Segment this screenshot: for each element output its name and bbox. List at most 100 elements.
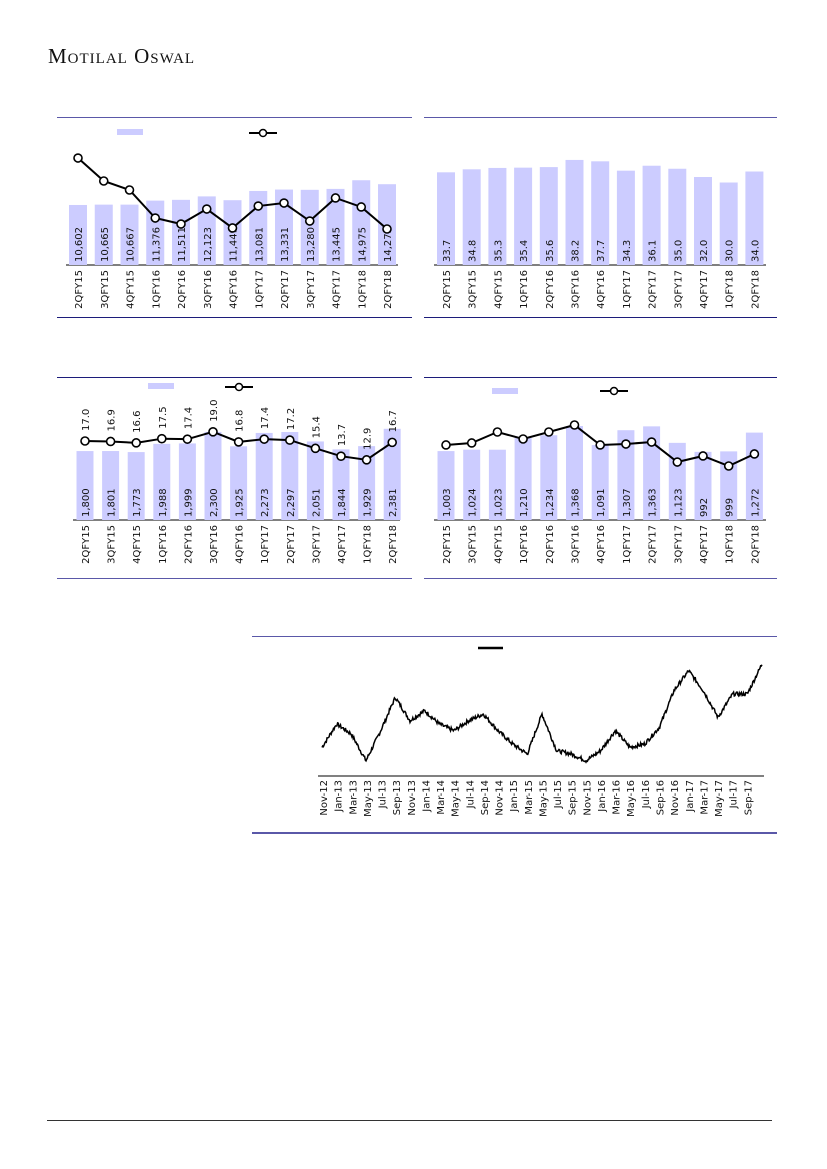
chart2-x-tick: 1QFY18: [725, 270, 736, 309]
chart4-x-tick: 1QFY17: [622, 525, 633, 564]
chart1-bar: [326, 188, 345, 265]
chart2-x-tick: 2QFY16: [545, 270, 556, 309]
chart5-x-tick: Jul-13: [378, 780, 389, 809]
chart4-bar: [643, 426, 661, 520]
chart4-x-tick: 1QFY16: [519, 525, 530, 564]
chart4-bar-label: 999: [725, 498, 736, 517]
chart5-x-tick: Jan-17: [685, 780, 696, 813]
chart5-x-tick: May-14: [451, 780, 462, 817]
chart1-bar: [172, 199, 190, 265]
chart2-bar: [616, 170, 635, 265]
chart4-bar-label: 992: [699, 498, 710, 517]
chart2-bar: [565, 159, 584, 265]
chart1-line-point: [124, 185, 135, 195]
chart4-legend-bar-swatch: [492, 388, 518, 394]
chart2-bar-label: 33.7: [442, 240, 453, 262]
chart4-x-tick: 3QFY17: [673, 525, 684, 564]
chart3-bar: [102, 451, 120, 520]
chart3-line-point: [284, 435, 295, 445]
chart4-bar-label: 1,272: [750, 488, 761, 517]
chart4-line-point: [621, 439, 631, 449]
chart1-bar-label: 13,081: [254, 227, 265, 262]
chart3-line-point: [105, 436, 116, 447]
chart1-x-tick: 1QFY17: [254, 270, 265, 309]
chart2-bottom-rule: [424, 317, 777, 318]
chart2-x-tick: 2QFY15: [442, 270, 453, 309]
chart3-bar-label: 1,925: [235, 488, 246, 517]
chart1-bar: [300, 189, 319, 265]
chart3-line-label: 17.4: [183, 407, 194, 429]
chart4-x-tick: 2QFY17: [648, 525, 659, 564]
chart5-x-tick: Sep-15: [568, 780, 579, 815]
chart3-bar: [230, 446, 248, 520]
chart3-bar: [281, 432, 299, 520]
chart3-line-label: 16.9: [107, 409, 118, 431]
chart2-x-tick: 4QFY16: [596, 270, 607, 309]
chart1-legend-bar-swatch: [117, 129, 143, 135]
chart2-bar-label: 35.3: [493, 240, 504, 262]
chart2-bar: [719, 182, 738, 265]
chart3-x-tick: 4QFY17: [337, 525, 348, 564]
chart2-bar-label: 35.0: [673, 240, 684, 262]
chart4-bar-label: 1,023: [493, 488, 504, 517]
chart1-bar-label: 10,667: [126, 227, 137, 262]
chart1-bar-label: 14,275: [383, 227, 394, 262]
chart2-bar: [488, 167, 507, 265]
chart3-line-point: [157, 433, 167, 444]
chart5-x-tick: Mar-13: [348, 780, 359, 815]
chart1-x-tick: 3QFY15: [100, 270, 111, 309]
chart5-x-tick: May-16: [626, 780, 637, 817]
chart4-bar: [591, 445, 609, 520]
chart2-bar: [591, 161, 610, 265]
chart4-legend-marker: [609, 386, 619, 396]
chart1-line-point: [304, 216, 315, 226]
chart5-x-tick: Mar-17: [699, 780, 710, 815]
chart2-bar-label: 34.3: [622, 240, 633, 262]
chart4-bottom-rule: [424, 578, 777, 579]
chart5-x-tick: Jul-14: [465, 780, 476, 809]
chart5-price-line: [321, 664, 763, 764]
chart1-x-tick: 1QFY16: [151, 270, 162, 309]
chart3-legend-marker: [234, 382, 244, 392]
chart1-line-point: [98, 176, 109, 186]
chart1-bar-label: 10,602: [74, 227, 85, 262]
chart1-bar-label: 12,123: [203, 227, 214, 262]
chart3-x-tick: 4QFY15: [132, 525, 143, 564]
chart1-line-point: [201, 204, 212, 214]
chart3-x-tick: 4QFY16: [235, 525, 246, 564]
chart3-x-tick: 2QFY17: [286, 525, 297, 564]
chart3-bar: [127, 452, 145, 520]
chart4-line-point: [749, 449, 760, 459]
chart3-x-tick: 3QFY16: [209, 525, 220, 564]
chart2-x-tick: 1QFY16: [519, 270, 530, 309]
chart4-line-point: [466, 438, 477, 448]
chart4-x-tick: 4QFY15: [493, 525, 504, 564]
chart1-bar-label: 13,445: [332, 227, 343, 262]
chart3-line-point: [336, 451, 346, 461]
chart5-x-tick: Mar-16: [612, 780, 623, 815]
chart3-line-label: 12.9: [363, 428, 374, 450]
chart3-bar: [204, 431, 222, 520]
chart3-line-label: 16.6: [132, 411, 143, 433]
chart1-bottom-rule: [57, 317, 412, 318]
brand-logo: Motilal Oswal: [48, 44, 196, 68]
chart5-top-rule: [252, 636, 777, 637]
chart4-x-tick: 3QFY15: [468, 525, 479, 564]
chart3-bar-label: 2,273: [260, 488, 271, 517]
chart4-x-tick: 3QFY16: [571, 525, 582, 564]
chart5-x-tick: Sep-17: [743, 780, 754, 815]
chart4-x-tick: 4QFY17: [699, 525, 710, 564]
chart4-bar-label: 1,210: [519, 488, 530, 517]
chart2-bar: [514, 167, 533, 265]
chart5-bottom-rule: [252, 832, 777, 834]
chart2-bar-label: 32.0: [699, 240, 710, 262]
chart4-line-point: [492, 427, 503, 437]
chart4-x-tick: 1QFY18: [725, 525, 736, 564]
chart2-x-tick: 2QFY18: [750, 270, 761, 309]
chart1-x-tick: 2QFY15: [74, 270, 85, 309]
chart5-x-tick: Sep-14: [480, 780, 491, 815]
chart2-bar: [668, 168, 687, 265]
chart3-line-label: 17.2: [286, 408, 297, 430]
chart1-bar-label: 11,511: [177, 227, 188, 262]
